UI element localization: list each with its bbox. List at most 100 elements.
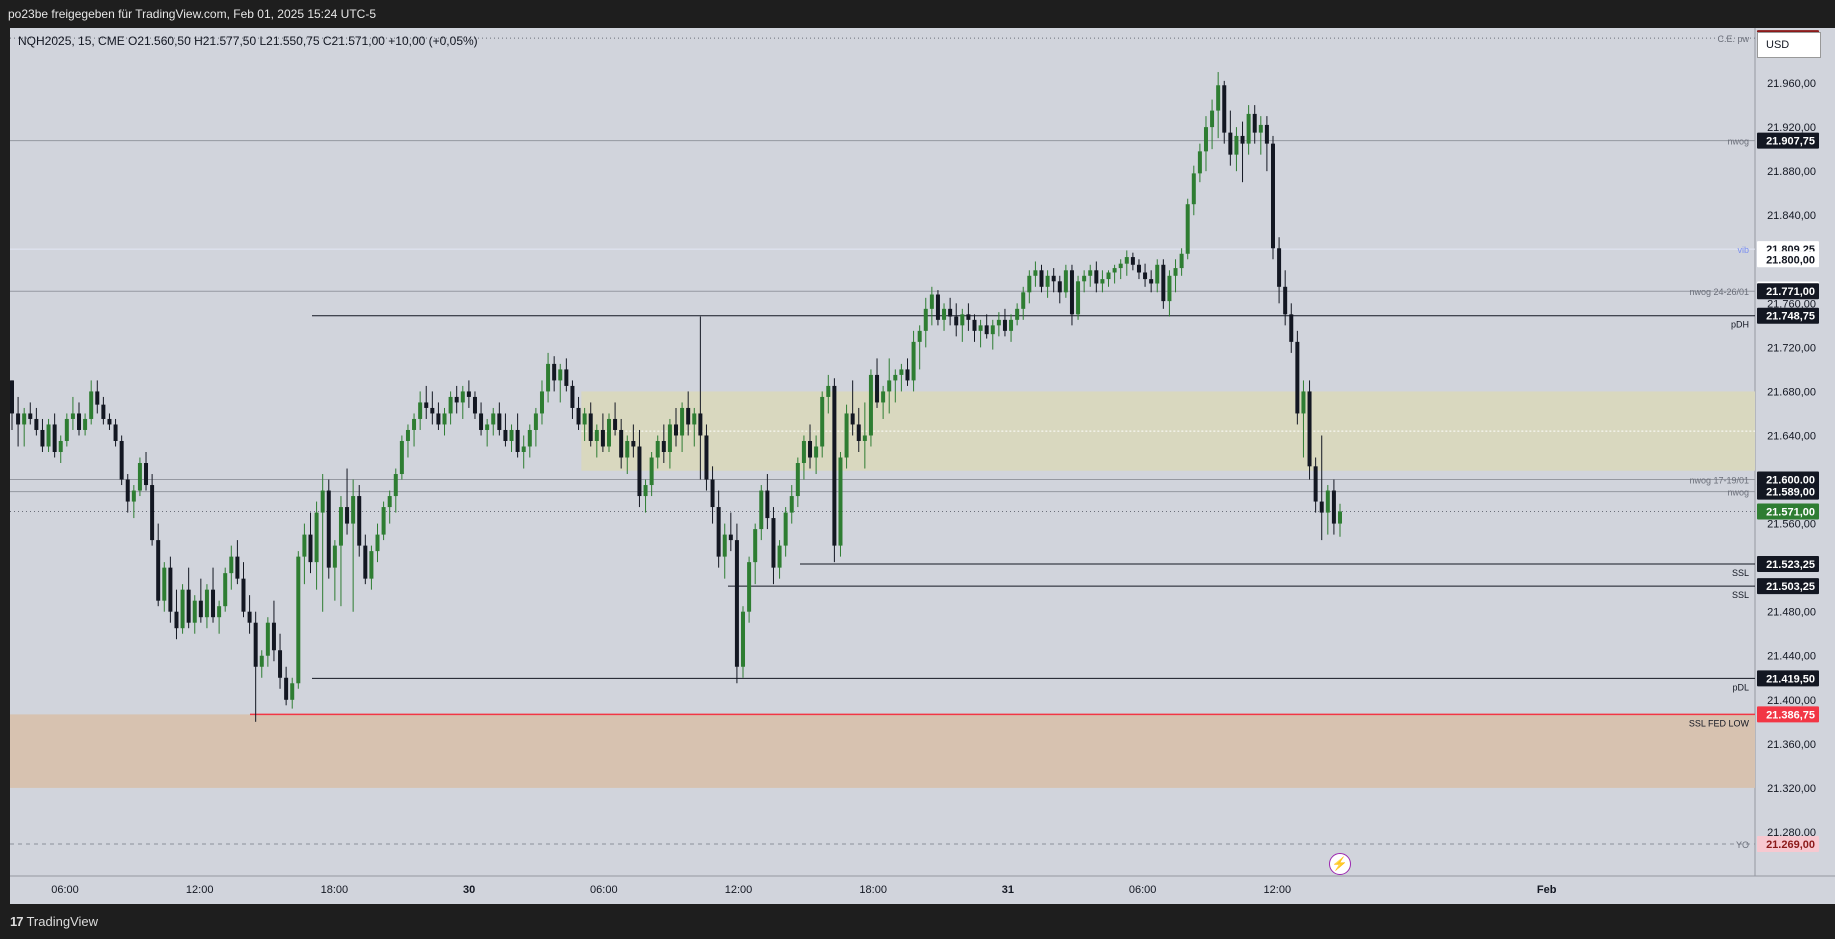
y-tick-label: 21.400,00 [1767,695,1816,707]
candle-body [1313,466,1318,502]
candle-body [472,396,477,414]
candle-body [1112,268,1117,273]
candle-body [1234,135,1239,155]
ssl-fed-low-zone [10,714,1755,788]
candle-body [972,319,977,331]
candle-body [850,413,855,425]
candle-body [70,413,75,419]
candle-body [539,391,544,414]
candle-body [1143,272,1148,280]
candle-body [655,440,660,458]
candle-body [119,440,124,480]
price-label: 21.771,00 [1766,286,1815,298]
candle-body [381,507,386,535]
candle-body [1216,85,1221,111]
x-tick-label: Feb [1537,884,1557,896]
price-label: 21.269,00 [1766,839,1815,851]
level-name-5: nwog 24-26/01 [1689,287,1749,297]
candle-body [704,435,709,480]
candle-body [1167,275,1172,302]
candle-body [1051,275,1056,282]
candle-body [1246,113,1251,144]
candle-body [966,314,971,320]
candle-body [856,424,861,441]
candle-body [1002,319,1007,331]
candle-body [600,429,605,447]
candle-body [808,440,813,458]
y-tick-label: 21.480,00 [1767,607,1816,619]
candle-body [588,413,593,441]
candle-body [984,325,989,335]
candle-body [1270,143,1275,249]
candle-body [789,496,794,513]
candle-body [680,407,685,436]
candle-body [728,534,733,541]
price-label: 21.503,25 [1766,581,1815,593]
candle-body [637,446,642,497]
share-header: po23be freigegeben für TradingView.com, … [0,0,1835,28]
candle-body [290,683,295,700]
candle-body [643,485,648,497]
candle-body [801,440,806,464]
candle-body [448,396,453,414]
y-tick-label: 21.640,00 [1767,430,1816,442]
candle-body [241,578,246,612]
candle-body [284,677,289,700]
candle-body [259,655,264,667]
candle-body [137,463,142,491]
candle-body [89,391,94,419]
currency-button[interactable]: USD [1757,32,1821,58]
candle-body [338,507,343,546]
price-label: 21.523,25 [1766,559,1815,571]
candle-body [1319,501,1324,513]
candle-body [820,396,825,447]
candle-body [1307,391,1312,467]
candle-body [265,622,270,656]
level-name-11: SSL [1732,590,1749,600]
candle-body [576,407,581,425]
candle-body [375,534,380,552]
price-label-box [1757,706,1819,723]
candle-body [1203,127,1208,152]
price-label-box [1757,483,1819,500]
candle-body [34,418,39,430]
candle-body [503,429,508,441]
candle-body [412,418,417,430]
candle-body [150,485,155,541]
candle-body [570,385,575,408]
tradingview-logo[interactable]: 17 TradingView [10,914,98,929]
candle-body [497,413,502,430]
candle-body [1069,270,1074,315]
lightning-icon[interactable]: ⚡ [1329,853,1351,875]
candle-body [1124,257,1129,264]
y-tick-label: 21.880,00 [1767,166,1816,178]
candle-body [564,369,569,386]
candle-body [369,551,374,579]
candle-body [613,418,618,430]
candle-body [52,424,57,452]
x-tick-label: 12:00 [1264,884,1292,896]
candle-body [223,573,228,607]
candle-body [345,507,350,524]
candle-body [442,413,447,425]
price-label: 21.419,50 [1766,673,1815,685]
candle-body [466,391,471,397]
candle-body [1082,275,1087,282]
candle-body [424,402,429,408]
candle-body [917,330,922,342]
candle-body [990,325,995,335]
candle-body [460,391,465,403]
candle-body [46,424,51,447]
candle-body [935,294,940,320]
candle-body [527,429,532,447]
candle-body [1277,248,1282,287]
candle-body [253,622,258,667]
candle-body [247,611,252,623]
candle-body [357,496,362,546]
price-label-box [1757,670,1819,687]
candle-body [1258,124,1263,133]
candle-body [734,540,739,667]
candle-body [1155,264,1160,284]
candle-body [1325,490,1330,513]
